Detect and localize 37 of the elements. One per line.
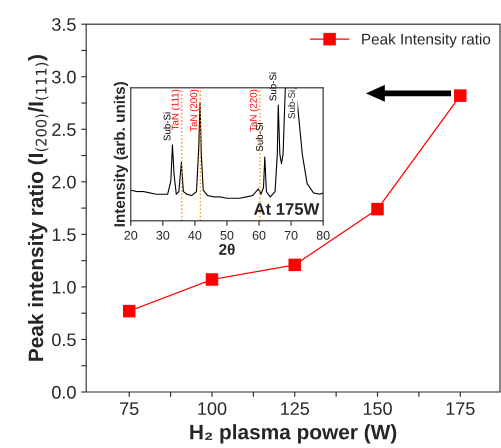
- y-tick-label: 3.0: [52, 70, 76, 84]
- ref-line-label: TaN (111): [171, 90, 180, 130]
- point: [288, 258, 301, 272]
- y-axis-title: Peak intensity ratio (I$_{(200)}$/I$_{(111)}$): [28, 55, 48, 361]
- annotation: Sub-Si: [163, 112, 171, 141]
- x-tick-label: 75: [120, 402, 138, 415]
- y-tick-label: 0.5: [52, 333, 76, 346]
- ref-line-label: TaN (200): [190, 90, 200, 132]
- x-tick-label: 80: [316, 230, 330, 240]
- x-axis-title: H₂ plasma power (W): [190, 424, 396, 444]
- point: [454, 89, 467, 102]
- x-tick-label: 150: [364, 402, 392, 415]
- point: [206, 273, 218, 286]
- x-tick-label: 100: [198, 402, 226, 415]
- point: [371, 202, 384, 216]
- x-tick-label: 30: [156, 230, 170, 240]
- y-tick-label: 0.0: [52, 386, 76, 399]
- x-axis-title: 2θ: [219, 244, 235, 255]
- y-tick-label: 2.5: [52, 123, 76, 136]
- y-axis-title: Intensity (arb. units): [114, 82, 128, 226]
- x-tick-label: 20: [124, 230, 138, 240]
- y-tick-label: 1.0: [52, 280, 76, 294]
- x-tick-label: 125: [281, 402, 310, 415]
- x-tick-label: 40: [188, 230, 202, 240]
- point: [122, 304, 136, 318]
- x-tick-label: 175: [446, 402, 475, 415]
- x-tick-label: 50: [220, 230, 234, 240]
- y-tick-label: 2.0: [52, 176, 76, 189]
- x-tick-label: 70: [284, 230, 298, 240]
- annotation: Sub-Si: [256, 123, 263, 152]
- legend-label: Peak Intensity ratio: [362, 33, 490, 48]
- y-tick-label: 3.5: [52, 18, 76, 31]
- annotation: Sub-Si: [269, 72, 276, 101]
- annotation: Sub-Si: [288, 90, 295, 119]
- x-tick-label: 60: [252, 230, 266, 240]
- y-tick-label: 1.5: [52, 228, 76, 242]
- annotation: At 175W: [254, 203, 320, 215]
